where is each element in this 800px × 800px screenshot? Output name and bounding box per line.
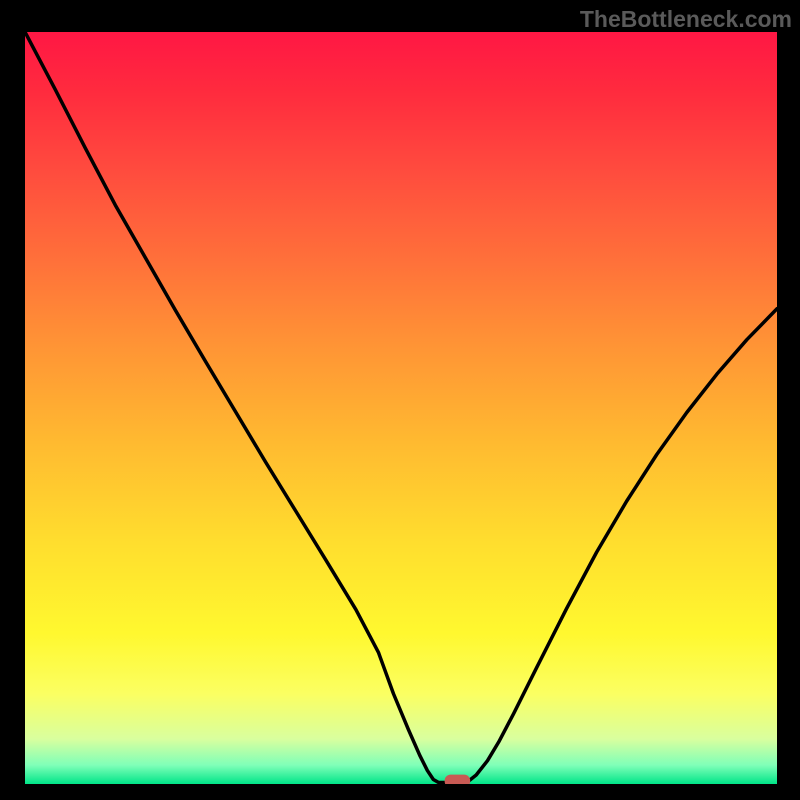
watermark-text: TheBottleneck.com: [580, 6, 792, 33]
bottleneck-curve-chart: [25, 32, 777, 784]
chart-plot-area: [25, 32, 777, 784]
gradient-background: [25, 32, 777, 784]
optimal-point-marker: [445, 775, 471, 784]
